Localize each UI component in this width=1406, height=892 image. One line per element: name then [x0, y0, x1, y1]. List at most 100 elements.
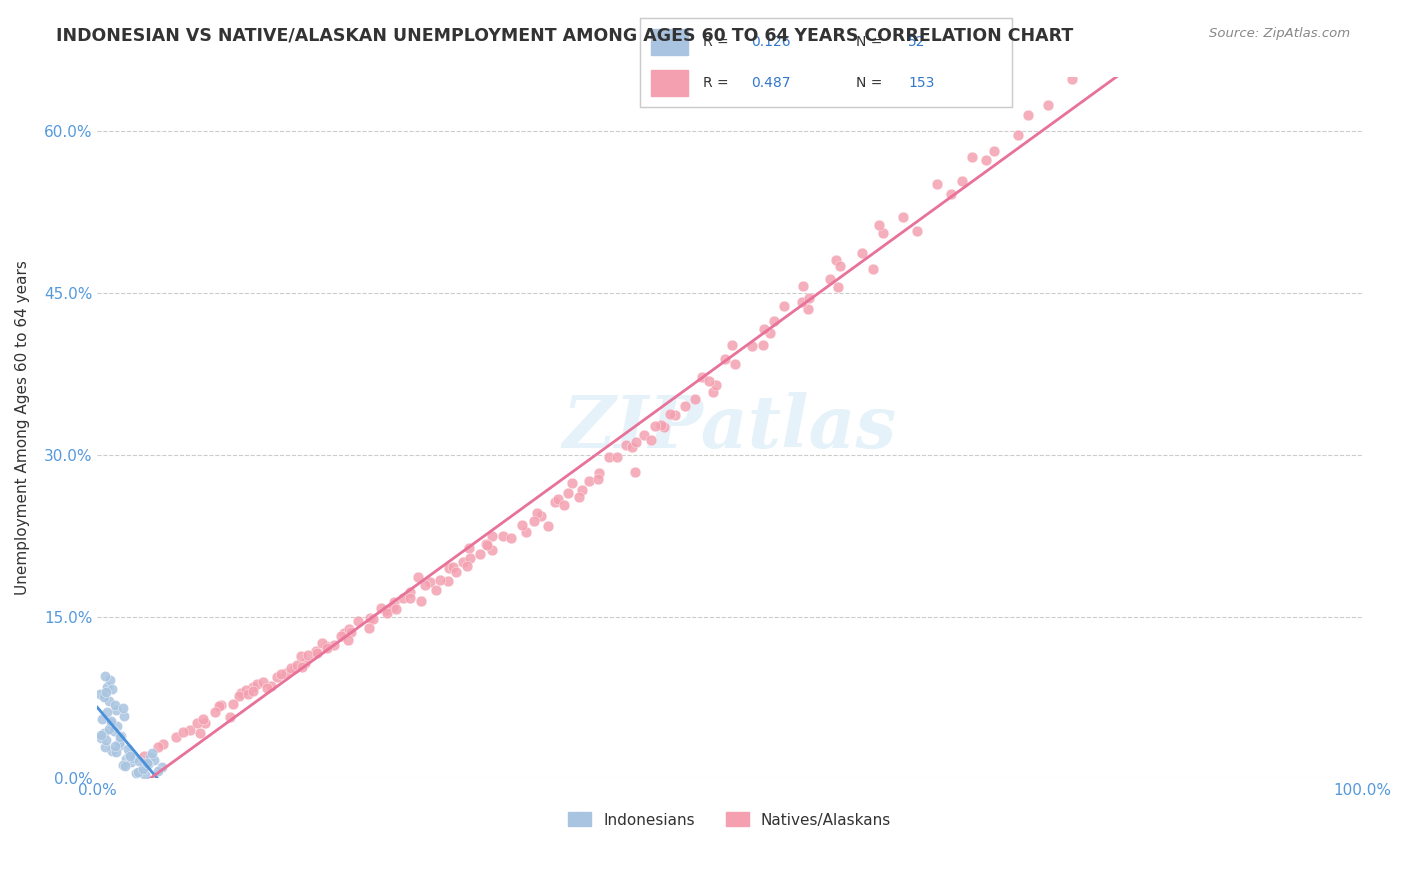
Point [141, 747, 163, 761]
Point [1038, 98, 1060, 112]
Point [290, 649, 312, 664]
Point [231, 686, 253, 700]
Point [103, 723, 125, 738]
Point [950, 174, 973, 188]
Point [752, 321, 775, 335]
Point [128, 754, 150, 768]
Point [1104, 34, 1126, 48]
Point [316, 640, 339, 655]
Point [188, 726, 211, 740]
Point [828, 259, 851, 273]
Point [614, 438, 637, 452]
Point [283, 661, 305, 675]
Point [280, 661, 302, 675]
Point [568, 490, 591, 504]
Point [108, 731, 131, 745]
Point [336, 633, 359, 648]
Point [93, 726, 115, 740]
Point [291, 660, 314, 674]
Point [1062, 71, 1084, 86]
Point [644, 418, 666, 433]
Point [110, 729, 132, 743]
Point [398, 591, 420, 606]
Point [96, 680, 118, 694]
Point [94, 669, 117, 683]
Point [105, 703, 128, 717]
Point [499, 531, 522, 545]
Point [112, 708, 135, 723]
Point [333, 625, 356, 640]
Point [526, 506, 548, 520]
Point [91, 712, 114, 726]
Point [436, 574, 458, 588]
Point [359, 621, 381, 635]
Text: N =: N = [856, 76, 887, 90]
Point [94, 733, 117, 747]
Point [270, 666, 292, 681]
Text: 0.126: 0.126 [751, 35, 792, 49]
Point [89, 687, 111, 701]
Point [346, 614, 368, 628]
Point [297, 648, 319, 663]
Point [311, 636, 333, 650]
Point [97, 693, 120, 707]
Point [891, 210, 914, 224]
Point [100, 714, 122, 728]
Point [143, 753, 166, 767]
Point [375, 607, 398, 621]
Point [120, 755, 142, 769]
Point [398, 584, 420, 599]
Point [492, 528, 515, 542]
Point [131, 763, 153, 777]
Point [127, 764, 149, 779]
Point [721, 338, 744, 352]
Point [685, 392, 707, 406]
Point [460, 551, 482, 566]
Point [315, 639, 337, 653]
Point [179, 723, 201, 737]
Point [194, 716, 217, 731]
Point [307, 646, 329, 660]
Point [640, 433, 662, 447]
Point [451, 555, 474, 569]
Point [193, 712, 215, 726]
Point [862, 262, 884, 277]
Point [799, 292, 821, 306]
Point [93, 690, 115, 705]
Point [621, 440, 644, 454]
Point [983, 144, 1005, 158]
Point [105, 745, 128, 759]
Point [266, 670, 288, 684]
Point [101, 681, 124, 696]
Point [557, 485, 579, 500]
Point [571, 483, 593, 498]
Point [107, 719, 129, 733]
Text: ZIPatlas: ZIPatlas [562, 392, 897, 463]
Point [340, 624, 363, 639]
Point [925, 177, 948, 191]
Point [939, 186, 962, 201]
Point [437, 561, 460, 575]
Point [773, 299, 796, 313]
Point [425, 582, 447, 597]
Point [702, 385, 724, 400]
Point [872, 226, 894, 240]
Point [294, 656, 316, 670]
Point [219, 710, 242, 724]
Point [104, 739, 127, 753]
FancyBboxPatch shape [651, 29, 688, 55]
Point [456, 558, 478, 573]
Point [94, 739, 117, 754]
Point [165, 731, 187, 745]
Y-axis label: Unemployment Among Ages 60 to 64 years: Unemployment Among Ages 60 to 64 years [15, 260, 30, 595]
Point [235, 682, 257, 697]
Point [209, 698, 232, 712]
Point [664, 408, 686, 422]
Point [790, 294, 813, 309]
Point [121, 750, 143, 764]
Point [101, 744, 124, 758]
Text: 52: 52 [908, 35, 925, 49]
Text: N =: N = [856, 35, 887, 49]
Point [586, 471, 609, 485]
Point [515, 525, 537, 540]
